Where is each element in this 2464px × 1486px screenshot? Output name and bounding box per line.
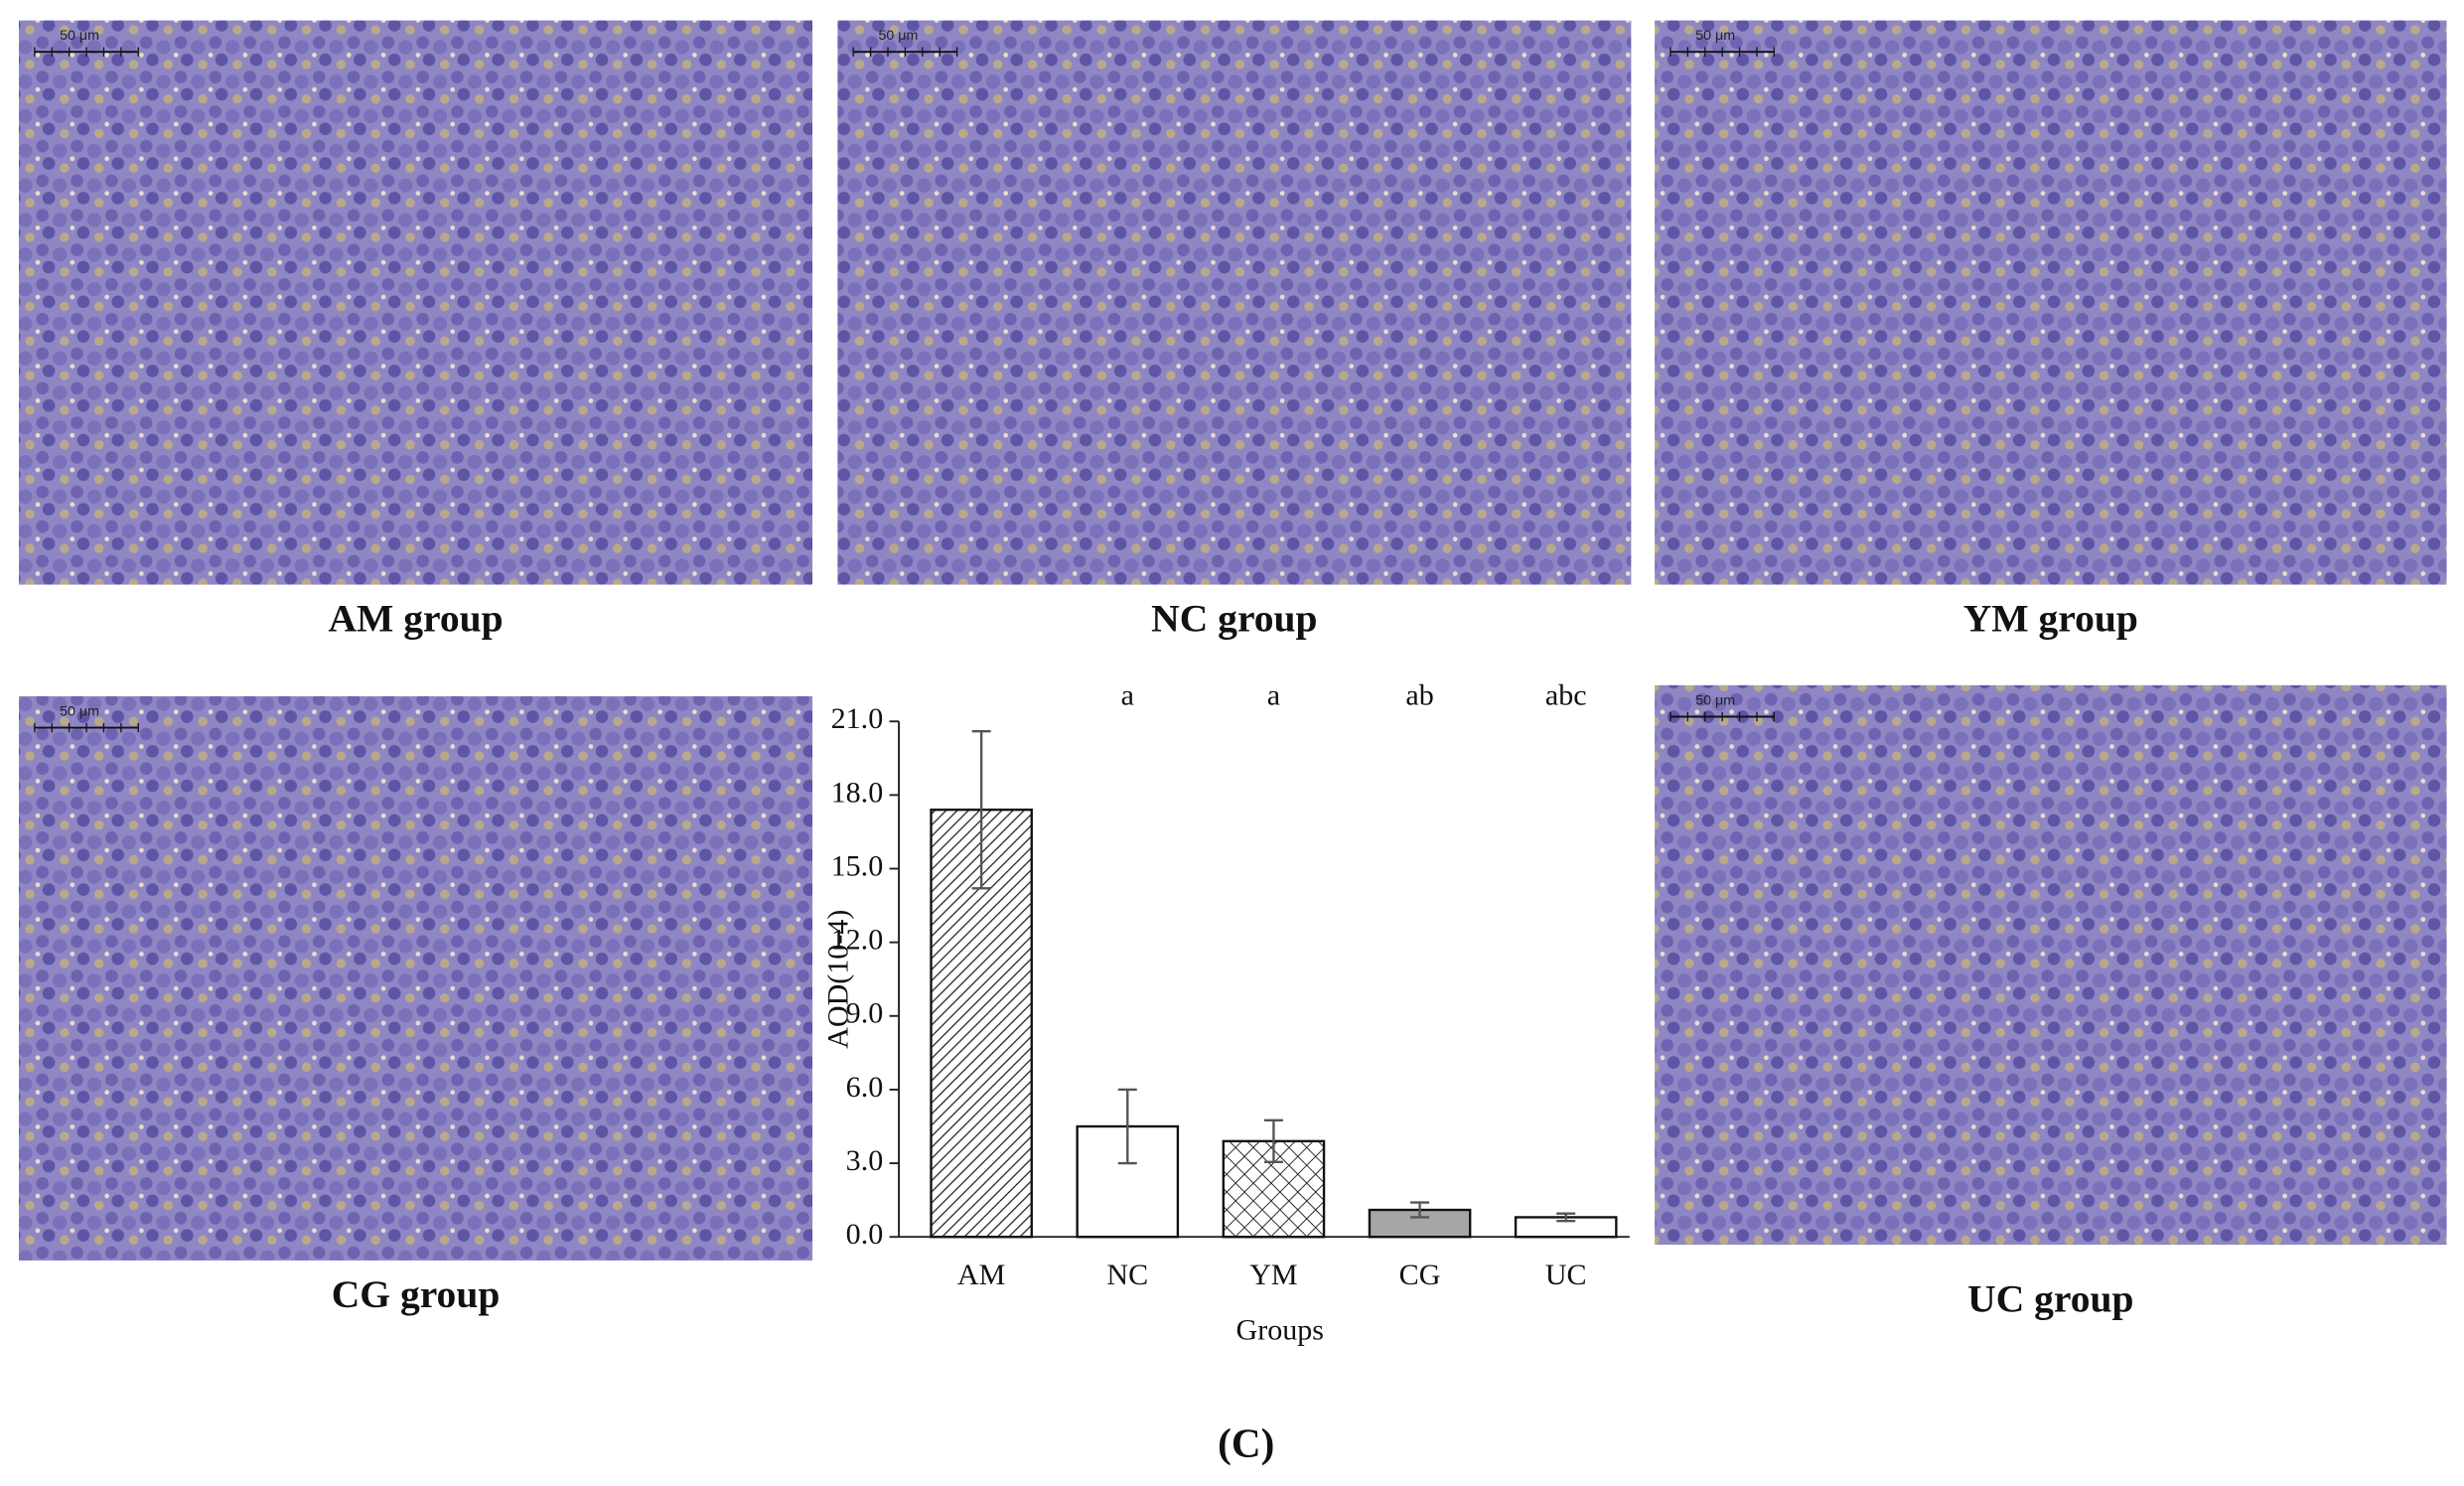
y-tick-label: 9.0 (846, 996, 884, 1030)
panel-caption: AM group (328, 597, 503, 641)
figure-label: (C) (1218, 1420, 1274, 1467)
y-tick-label: 0.0 (846, 1217, 884, 1251)
scale-bar-label: 50 μm (60, 704, 99, 720)
micrograph (837, 20, 1632, 585)
scale-bar-label: 50 μm (60, 28, 99, 44)
micrograph (19, 695, 813, 1261)
significance-label: ab (1405, 677, 1433, 711)
x-axis-label: Groups (1236, 1313, 1324, 1347)
micrograph (19, 20, 813, 585)
y-tick-label: 3.0 (846, 1143, 884, 1177)
panel-caption: UC group (1967, 1277, 2133, 1321)
micrograph (1655, 684, 2447, 1246)
x-tick-label: UC (1545, 1258, 1587, 1291)
significance-label: abc (1545, 677, 1587, 711)
scale-bar-label: 50 μm (1695, 692, 1735, 708)
x-tick-label: CG (1399, 1258, 1441, 1291)
y-tick-label: 15.0 (831, 848, 884, 882)
scale-bar-label: 50 μm (1695, 28, 1735, 44)
panel-caption: CG group (332, 1272, 501, 1316)
panel-caption: YM group (1963, 597, 2138, 641)
significance-label: a (1121, 677, 1134, 711)
y-tick-label: 6.0 (846, 1070, 884, 1104)
significance-label: a (1267, 677, 1280, 711)
y-tick-label: 18.0 (831, 775, 884, 809)
scale-bar-label: 50 μm (878, 28, 918, 44)
x-tick-label: YM (1249, 1258, 1297, 1291)
y-tick-label: 21.0 (831, 701, 884, 735)
x-tick-label: AM (957, 1258, 1005, 1291)
y-axis-label: AOD(10-4) (820, 910, 854, 1049)
x-tick-label: NC (1106, 1258, 1148, 1291)
micrograph (1655, 20, 2447, 585)
y-tick-label: 12.0 (831, 923, 884, 957)
panel-caption: NC group (1151, 597, 1317, 641)
